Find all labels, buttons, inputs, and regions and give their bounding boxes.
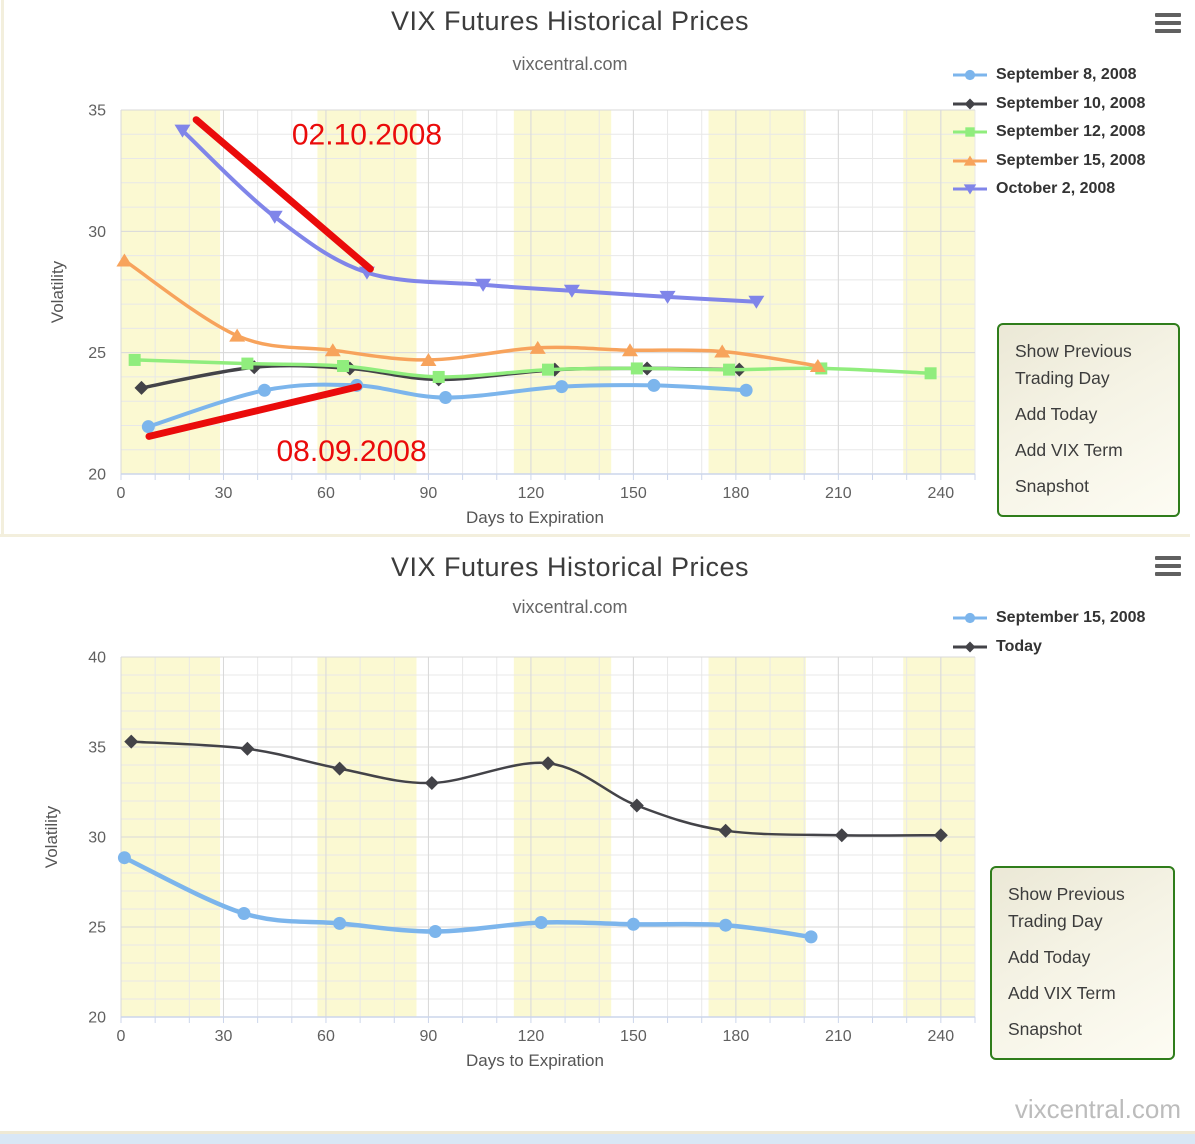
menu-item-show-previous-trading-day[interactable]: Show Previous Trading Day: [1015, 341, 1132, 388]
legend-item-september-15-2008[interactable]: September 15, 2008: [952, 604, 1145, 633]
vix-chart-card-1: 0 30 60 90 120 150 180 210 240 20 25 30 35 02.10.2008…: [0, 0, 1195, 537]
svg-text:30: 30: [88, 830, 106, 847]
svg-text:08.09.2008: 08.09.2008: [277, 435, 427, 468]
legend-item-october-2-2008[interactable]: October 2, 2008: [952, 175, 1145, 204]
legend-marker-triangle-icon: [953, 155, 987, 166]
legend-label: October 2, 2008: [996, 180, 1116, 198]
menu-item-show-previous-trading-day[interactable]: Show Previous Trading Day: [1008, 884, 1125, 931]
svg-text:60: 60: [317, 485, 335, 502]
svg-text:240: 240: [927, 1028, 954, 1045]
menu-item-add-vix-term[interactable]: Add VIX Term: [1008, 983, 1116, 1003]
svg-text:30: 30: [215, 1028, 233, 1045]
legend-label: September 8, 2008: [996, 66, 1137, 84]
svg-text:0: 0: [117, 485, 126, 502]
menu-item-snapshot[interactable]: Snapshot: [1008, 1019, 1082, 1039]
legend-label: September 15, 2008: [996, 151, 1146, 169]
chart2-x-axis-title: Days to Expiration: [466, 1051, 604, 1070]
svg-text:150: 150: [620, 1028, 647, 1045]
chart2-hamburger-menu-icon[interactable]: [1155, 556, 1181, 580]
legend-marker-circle-icon: [953, 613, 987, 624]
legend-item-today[interactable]: Today: [952, 633, 1145, 662]
chart1-plot-area: 0 30 60 90 120 150 180 210 240 20 25 30 35 02.10.2008…: [88, 103, 976, 503]
legend-marker-diamond-icon: [953, 98, 987, 110]
legend-item-september-10-2008[interactable]: September 10, 2008: [952, 90, 1145, 119]
series-september-15-2008: [117, 851, 818, 944]
svg-text:35: 35: [88, 103, 106, 120]
menu-item-add-today[interactable]: Add Today: [1015, 404, 1098, 424]
chart1-subtitle: vixcentral.com: [512, 54, 628, 74]
chart1-context-menu: Show Previous Trading Day Add Today Add VI…: [997, 323, 1180, 517]
svg-text:02.10.2008: 02.10.2008: [292, 118, 442, 151]
tick-labels: 0 30 60 90 120 150 180 210 240 20 25 30 35 40: [88, 650, 954, 1046]
vix-chart-card-2: 0 30 60 90 120 150 180 210 240 20 25 30 35 40 VIX Fut…: [0, 537, 1195, 1131]
annotations: 02.10.2008 08.09.2008: [145, 116, 442, 468]
svg-text:60: 60: [317, 1028, 335, 1045]
legend-item-september-15-2008[interactable]: September 15, 2008: [952, 147, 1145, 176]
series-october-2-2008: [174, 124, 765, 309]
svg-text:210: 210: [825, 485, 852, 502]
svg-text:30: 30: [88, 224, 106, 241]
tick-labels: 0 30 60 90 120 150 180 210 240 20 25 30 35: [88, 103, 954, 503]
series-today: [124, 734, 948, 843]
svg-text:30: 30: [215, 485, 233, 502]
card1-left-border: [1, 0, 4, 535]
svg-text:120: 120: [518, 1028, 545, 1045]
svg-text:35: 35: [88, 740, 106, 757]
legend-marker-square-icon: [953, 127, 987, 137]
chart1-hamburger-menu-icon[interactable]: [1155, 13, 1181, 37]
svg-text:20: 20: [88, 1010, 106, 1027]
svg-text:90: 90: [420, 485, 438, 502]
legend-label: September 12, 2008: [996, 123, 1146, 141]
legend-label: Today: [996, 637, 1042, 655]
legend-item-september-8-2008[interactable]: September 8, 2008: [952, 61, 1145, 90]
chart2-legend: September 15, 2008 Today: [952, 604, 1145, 661]
page-bottom-bar: [0, 1134, 1195, 1144]
chart2-subtitle: vixcentral.com: [512, 597, 628, 617]
svg-text:150: 150: [620, 485, 647, 502]
svg-text:25: 25: [88, 345, 106, 362]
legend-marker-triangle-down-icon: [953, 184, 987, 195]
chart2-y-axis-title: Volatility: [42, 805, 61, 869]
chart1-legend: September 8, 2008 September 10, 2008 Septe…: [952, 61, 1145, 204]
footer-divider: [0, 1131, 1195, 1134]
footer-brand: vixcentral.com: [1014, 1094, 1181, 1124]
series-september-12-2008: [128, 353, 937, 383]
menu-item-add-today[interactable]: Add Today: [1008, 947, 1091, 967]
menu-item-snapshot[interactable]: Snapshot: [1015, 476, 1089, 496]
legend-marker-circle-icon: [953, 70, 987, 81]
chart2-context-menu: Show Previous Trading Day Add Today Add VI…: [990, 866, 1175, 1060]
svg-text:25: 25: [88, 920, 106, 937]
chart1-y-axis-title: Volatility: [48, 260, 67, 324]
svg-text:0: 0: [117, 1028, 126, 1045]
chart2-plot-area: 0 30 60 90 120 150 180 210 240 20 25 30 35 40: [88, 650, 976, 1046]
legend-label: September 10, 2008: [996, 94, 1146, 112]
chart1-title: VIX Futures Historical Prices: [390, 6, 750, 36]
svg-text:180: 180: [723, 485, 750, 502]
plot-bands: [121, 110, 975, 474]
x-axis: [120, 1016, 976, 1023]
svg-text:210: 210: [825, 1028, 852, 1045]
legend-marker-diamond-icon: [953, 641, 987, 653]
svg-text:180: 180: [723, 1028, 750, 1045]
svg-text:20: 20: [88, 467, 106, 484]
legend-label: September 15, 2008: [996, 609, 1146, 627]
svg-text:40: 40: [88, 650, 106, 667]
menu-item-add-vix-term[interactable]: Add VIX Term: [1015, 440, 1123, 460]
svg-text:240: 240: [927, 485, 954, 502]
chart1-x-axis-title: Days to Expiration: [466, 508, 604, 527]
x-axis: [120, 473, 976, 480]
svg-text:90: 90: [420, 1028, 438, 1045]
legend-item-september-12-2008[interactable]: September 12, 2008: [952, 118, 1145, 147]
chart2-title: VIX Futures Historical Prices: [390, 552, 750, 582]
grid-major: [120, 656, 975, 1018]
card1-bottom-border: [0, 534, 1190, 537]
svg-text:120: 120: [518, 485, 545, 502]
series-september-15-2008: [116, 253, 826, 373]
